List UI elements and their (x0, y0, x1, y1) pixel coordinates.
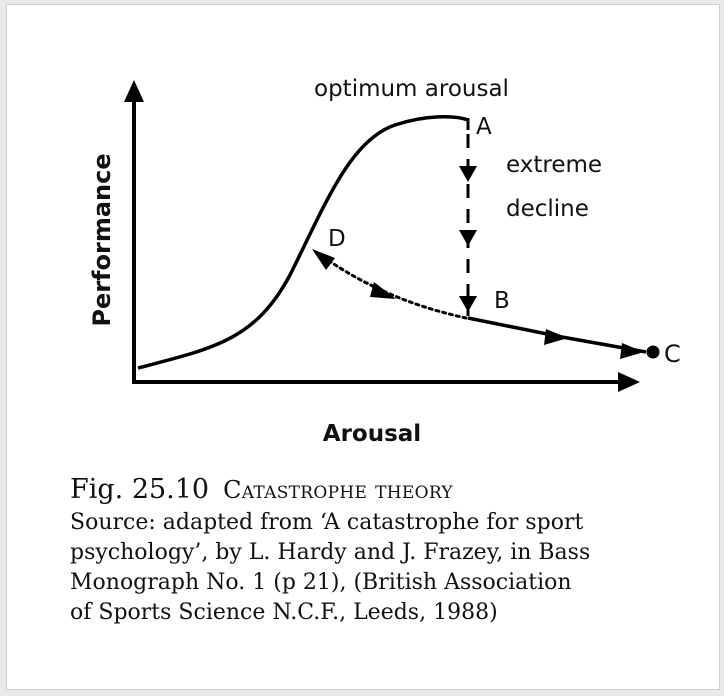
caption-heading: Fig. 25.10 Catastrophe theory (70, 472, 710, 508)
figure-title: Catastrophe theory (223, 476, 453, 504)
x-axis-arrowhead (618, 372, 640, 392)
figure-number: Fig. 25.10 (70, 474, 210, 505)
point-b-label: B (494, 288, 510, 314)
decline-arrowhead-3 (459, 296, 477, 312)
recovery-arrowhead-1 (370, 282, 396, 299)
x-axis-label: Arousal (323, 421, 421, 447)
lower-branch-arrowhead-1 (544, 329, 568, 345)
point-a-label: A (476, 114, 492, 140)
point-c-label: C (664, 340, 681, 368)
figure-frame (6, 4, 720, 690)
caption-source-line: of Sports Science N.C.F., Leeds, 1988) (70, 600, 498, 625)
lower-branch-arrowhead-2 (620, 343, 644, 359)
performance-curve (137, 114, 469, 370)
point-c-marker (646, 345, 660, 359)
y-axis-arrowhead (124, 80, 144, 102)
recovery-dotted-path (320, 254, 468, 320)
point-d-label: D (328, 226, 346, 252)
y-axis-label: Performance (88, 153, 116, 326)
figure-caption: Fig. 25.10 Catastrophe theory Source: ada… (70, 472, 710, 628)
caption-source-line: Monograph No. 1 (p 21), (British Associa… (70, 570, 572, 595)
decline-arrowhead-1 (459, 166, 477, 182)
decline-arrowhead-2 (459, 230, 477, 246)
caption-source-line: psychology’, by L. Hardy and J. Frazey, … (70, 540, 591, 565)
optimum-arousal-label: optimum arousal (314, 76, 509, 102)
extreme-label: extreme (506, 152, 602, 178)
decline-label: decline (506, 196, 589, 222)
caption-source-line: Source: adapted from ‘A catastrophe for … (70, 510, 584, 535)
recovery-arrowhead-2 (312, 249, 335, 270)
